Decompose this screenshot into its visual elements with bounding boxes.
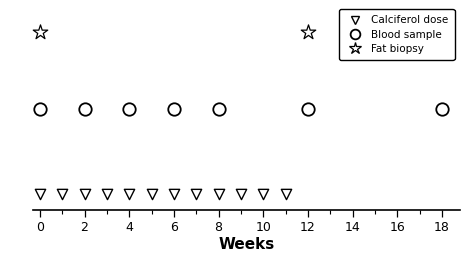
Point: [103, 192, 110, 196]
Point: [126, 107, 133, 111]
Point: [126, 192, 133, 196]
Point: [58, 192, 66, 196]
Point: [304, 107, 312, 111]
Point: [259, 192, 267, 196]
Point: [81, 107, 88, 111]
Point: [148, 192, 155, 196]
Point: [170, 192, 178, 196]
X-axis label: Weeks: Weeks: [219, 237, 274, 252]
Point: [237, 192, 245, 196]
Point: [170, 107, 178, 111]
Point: [215, 192, 222, 196]
Point: [36, 192, 44, 196]
Point: [36, 30, 44, 34]
Point: [438, 107, 446, 111]
Legend: Calciferol dose, Blood sample, Fat biopsy: Calciferol dose, Blood sample, Fat biops…: [339, 9, 455, 60]
Point: [81, 192, 88, 196]
Point: [192, 192, 200, 196]
Point: [282, 192, 289, 196]
Point: [304, 30, 312, 34]
Point: [215, 107, 222, 111]
Point: [36, 107, 44, 111]
